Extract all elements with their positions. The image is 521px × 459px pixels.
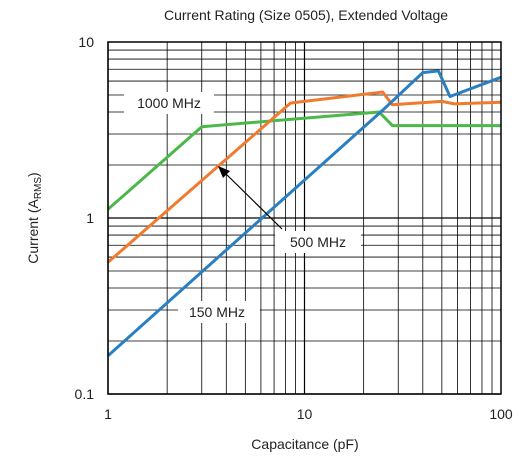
series-line-500mhz [107, 90, 502, 264]
annotation-1000mhz-box [124, 92, 214, 114]
y-axis-label-main: Current (A [25, 199, 41, 264]
annotation-1000mhz-label: 1000 MHz [137, 95, 201, 111]
y-tick-label: 10 [78, 34, 94, 50]
plot-frame [107, 41, 502, 395]
annotation-500mhz-box [275, 231, 361, 253]
x-tick-label: 10 [297, 406, 313, 422]
series-line-150mhz [107, 69, 502, 357]
series-layer [107, 69, 502, 357]
y-tick-label: 1 [86, 210, 94, 226]
x-tick-label: 100 [489, 406, 513, 422]
tick-labels: 1 10 100 0.1 1 10 [75, 34, 513, 422]
x-tick-label: 1 [104, 406, 112, 422]
annotation-1000mhz: 1000 MHz [124, 92, 214, 114]
annotation-500mhz-label: 500 MHz [290, 234, 346, 250]
x-axis-label: Capacitance (pF) [251, 436, 358, 452]
y-tick-label: 0.1 [75, 386, 95, 402]
annotation-500mhz-arrowhead [218, 166, 230, 178]
chart-title: Current Rating (Size 0505), Extended Vol… [164, 7, 448, 23]
y-axis-label: Current (ARMS) [25, 172, 44, 263]
annotation-150mhz-label: 150 MHz [189, 304, 245, 320]
annotation-150mhz: 150 MHz [178, 301, 260, 323]
annotation-500mhz-arrow-line [223, 171, 283, 230]
y-axis-label-subscript: RMS [33, 177, 44, 200]
annotation-500mhz: 500 MHz [218, 166, 361, 253]
y-axis-label-end: ) [25, 172, 41, 177]
annotation-150mhz-box [178, 301, 260, 323]
